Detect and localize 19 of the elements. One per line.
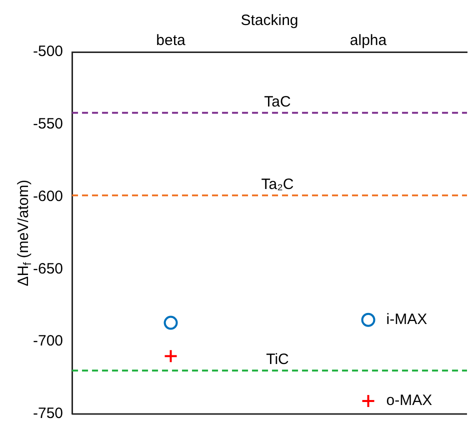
y-tick-label: -650: [32, 260, 64, 278]
y-axis-title: ΔHf (meV/atom): [15, 180, 34, 286]
x-tick-label: beta: [156, 32, 186, 50]
ref-line-label: TaC: [264, 93, 292, 110]
y-tick-label: -550: [32, 116, 64, 133]
series-label: o-MAX: [386, 392, 432, 410]
ref-line-label: TiC: [266, 351, 290, 368]
point: [164, 316, 178, 330]
x-axis-title: Stacking: [240, 12, 298, 30]
y-tick-label: -500: [32, 43, 64, 60]
point: [361, 312, 376, 327]
y-tick-label: -600: [32, 188, 64, 205]
y-tick-label: -750: [32, 405, 64, 422]
point: [361, 394, 376, 408]
series-label: i-MAX: [386, 311, 428, 328]
ref-line-label: Ta₂C: [261, 176, 294, 193]
x-tick-label: alpha: [350, 32, 388, 50]
point: [164, 349, 178, 364]
y-tick-label: -700: [32, 332, 64, 350]
